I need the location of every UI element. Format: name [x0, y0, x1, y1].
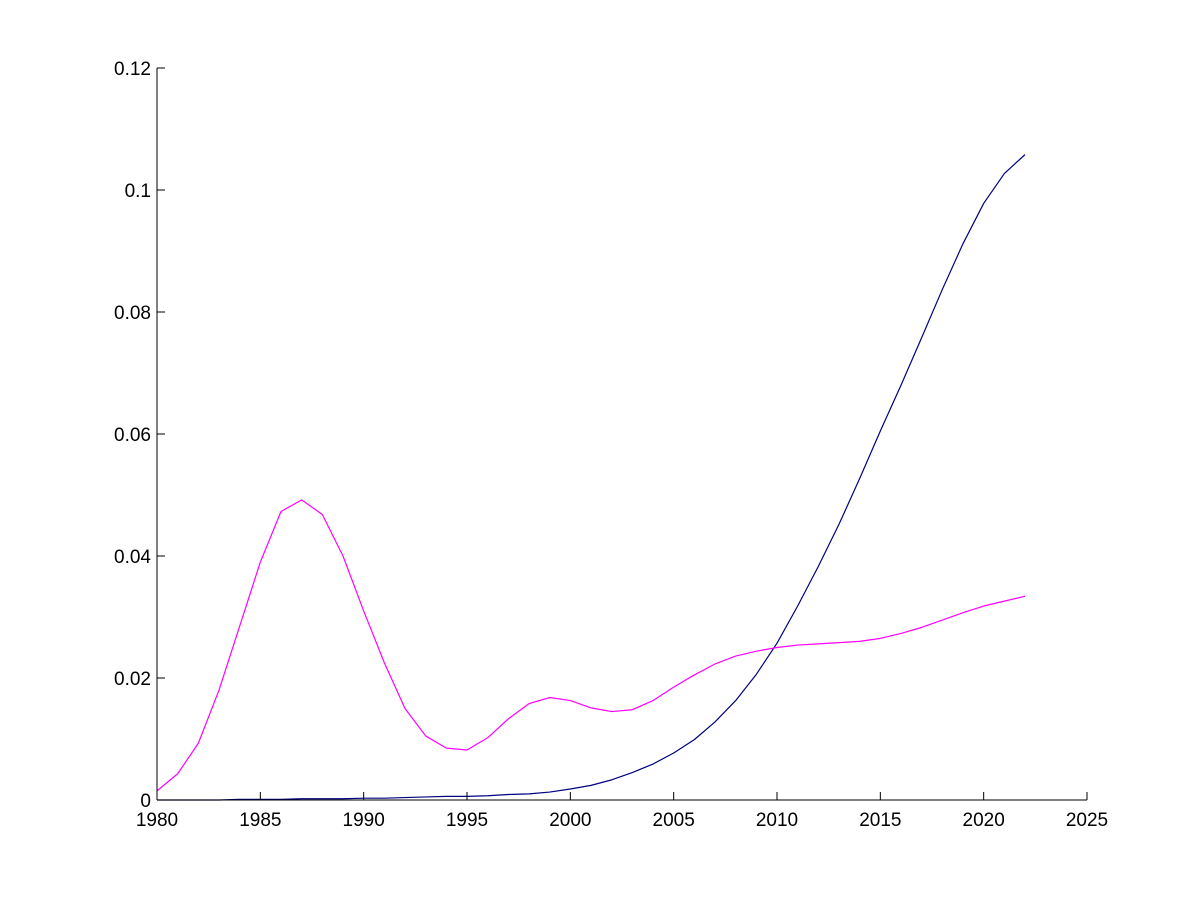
y-tick-label: 0: [140, 791, 151, 812]
x-tick-label: 1995: [446, 810, 488, 831]
axes-layer: [156, 68, 1087, 801]
x-tick-label: 2020: [963, 810, 1005, 831]
x-tick-label: 2005: [653, 810, 695, 831]
y-ticks: 0 0.02 0.04 0.06 0.08 0.1 0.12: [114, 59, 165, 812]
y-tick-label: 0.06: [114, 425, 151, 446]
y-tick-label: 0.12: [114, 59, 151, 80]
y-tick-label: 0.08: [114, 303, 151, 324]
y-tick-label: 0.1: [125, 181, 151, 202]
x-tick-label: 1985: [239, 810, 281, 831]
x-tick-label: 2025: [1066, 810, 1108, 831]
x-tick-label: 2010: [756, 810, 798, 831]
x-tick-label: 1980: [136, 810, 178, 831]
series-line-1: [157, 154, 1026, 801]
x-tick-label: 2015: [859, 810, 901, 831]
series-layer: [156, 154, 1026, 801]
y-tick-label: 0.04: [114, 547, 151, 568]
x-tick-label: 2000: [549, 810, 591, 831]
x-tick-label: 1990: [343, 810, 385, 831]
y-tick-label: 0.02: [114, 669, 151, 690]
series-line-2: [156, 499, 1026, 792]
x-ticks: 1980 1985 1990 1995 2000 2005 2010 2015 2020 2025: [136, 792, 1108, 831]
